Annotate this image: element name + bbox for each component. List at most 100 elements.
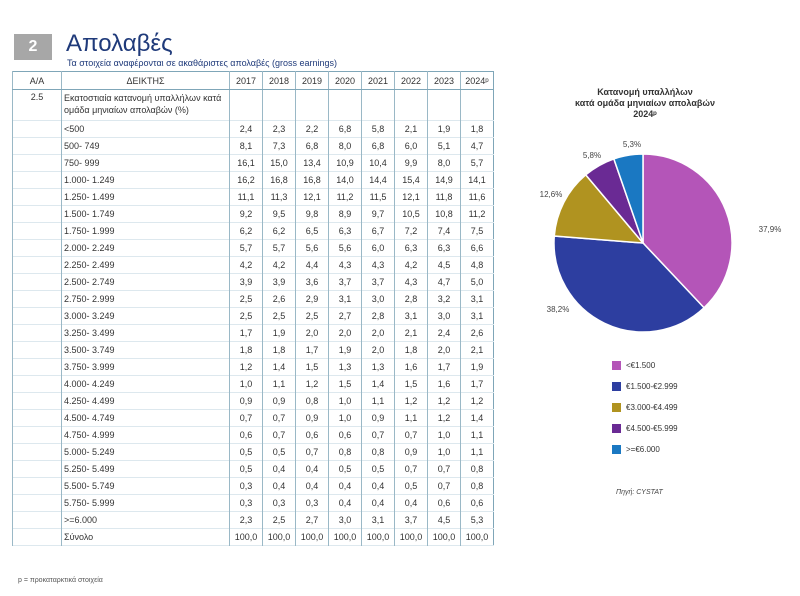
table-cell: 8,0 bbox=[328, 137, 362, 155]
table-cell: 1.000- 1.249 bbox=[61, 171, 230, 189]
table-cell bbox=[12, 171, 62, 189]
table-cell: 11,2 bbox=[328, 188, 362, 206]
table-cell: 2,0 bbox=[361, 324, 395, 342]
legend-label: €3.000-€4.499 bbox=[626, 403, 678, 412]
table-cell: 1,7 bbox=[229, 324, 263, 342]
table-cell: 2,9 bbox=[295, 290, 329, 308]
table-cell: 10,9 bbox=[328, 154, 362, 172]
table-cell: 3,2 bbox=[427, 290, 461, 308]
table-cell: 9,5 bbox=[262, 205, 296, 223]
table-row: 2.250- 2.499 4,2 4,2 4,4 4,3 4,3 4,2 4,5 4,8 bbox=[12, 256, 494, 274]
table-cell: 1,2 bbox=[460, 392, 494, 410]
table-cell: 100,0 bbox=[460, 528, 494, 546]
table-cell: 2,0 bbox=[328, 324, 362, 342]
column-header: 2017 bbox=[229, 71, 263, 90]
chart-title-line: Κατανομή υπαλλήλων bbox=[597, 87, 693, 97]
table-cell bbox=[394, 89, 428, 121]
table-cell: 3,1 bbox=[394, 307, 428, 325]
table-cell bbox=[12, 341, 62, 359]
table-cell: 2,5 bbox=[262, 307, 296, 325]
table-cell: 14,4 bbox=[361, 171, 395, 189]
table-cell: 1,1 bbox=[361, 392, 395, 410]
legend-item: €4.500-€5.999 bbox=[612, 424, 678, 433]
table-cell: 0,8 bbox=[460, 477, 494, 495]
table-cell: 16,1 bbox=[229, 154, 263, 172]
table-cell bbox=[229, 89, 263, 121]
table-cell: 3,1 bbox=[460, 290, 494, 308]
table-cell: 0,3 bbox=[295, 494, 329, 512]
table-cell: 1,1 bbox=[460, 426, 494, 444]
table-cell: 1,6 bbox=[427, 375, 461, 393]
table-cell: 10,4 bbox=[361, 154, 395, 172]
table-cell: 4.750- 4.999 bbox=[61, 426, 230, 444]
table-cell: 2,5 bbox=[295, 307, 329, 325]
table-cell: 750- 999 bbox=[61, 154, 230, 172]
table-cell: 2,8 bbox=[394, 290, 428, 308]
earnings-table: Α/Α ΔΕΙΚΤΗΣ 2017 2018 2019 2020 2021 2022 2023 20… bbox=[12, 71, 494, 546]
table-row: 4.000- 4.249 1,0 1,1 1,2 1,5 1,4 1,5 1,6 1,7 bbox=[12, 375, 494, 393]
table-cell: 1,8 bbox=[394, 341, 428, 359]
table-cell: 3.000- 3.249 bbox=[61, 307, 230, 325]
table-cell: 4,2 bbox=[229, 256, 263, 274]
table-cell: 2,6 bbox=[262, 290, 296, 308]
table-cell bbox=[328, 89, 362, 121]
table-cell: 2,0 bbox=[427, 341, 461, 359]
table-cell: 6,8 bbox=[295, 137, 329, 155]
table-cell: 12,1 bbox=[394, 188, 428, 206]
table-cell: 3.750- 3.999 bbox=[61, 358, 230, 376]
slice-label: 5,3% bbox=[623, 140, 641, 149]
table-cell bbox=[12, 494, 62, 512]
table-cell: 10,5 bbox=[394, 205, 428, 223]
table-cell: 0,4 bbox=[328, 477, 362, 495]
pie-slice bbox=[553, 173, 645, 244]
table-cell: 12,1 bbox=[295, 188, 329, 206]
table-cell: 0,4 bbox=[361, 477, 395, 495]
table-cell: 0,8 bbox=[295, 392, 329, 410]
table-cell: 0,6 bbox=[328, 426, 362, 444]
table-cell: 2,5 bbox=[229, 307, 263, 325]
table-cell: 1.750- 1.999 bbox=[61, 222, 230, 240]
table-cell: 0,9 bbox=[229, 392, 263, 410]
table-cell: 0,6 bbox=[229, 426, 263, 444]
table-cell: 3,1 bbox=[361, 511, 395, 529]
table-cell: 2,7 bbox=[295, 511, 329, 529]
table-cell: 1,8 bbox=[262, 341, 296, 359]
legend-item: €1.500-€2.999 bbox=[612, 382, 678, 391]
table-cell: 2,1 bbox=[394, 120, 428, 138]
table-cell: 2,3 bbox=[229, 511, 263, 529]
table-cell: 1,0 bbox=[427, 443, 461, 461]
table-cell: 5.250- 5.499 bbox=[61, 460, 230, 478]
table-cell: 8,1 bbox=[229, 137, 263, 155]
table-cell: 8,9 bbox=[328, 205, 362, 223]
table-cell: 4.500- 4.749 bbox=[61, 409, 230, 427]
table-cell: 9,7 bbox=[361, 205, 395, 223]
table-cell: 3,0 bbox=[361, 290, 395, 308]
table-cell: 4,7 bbox=[460, 137, 494, 155]
table-cell: 1,0 bbox=[427, 426, 461, 444]
table-cell: 1,2 bbox=[295, 375, 329, 393]
table-cell: 16,2 bbox=[229, 171, 263, 189]
chart-title-line: 2024ᵖ bbox=[633, 109, 657, 119]
table-cell: 3,9 bbox=[262, 273, 296, 291]
pie-slice bbox=[553, 235, 706, 333]
table-row: 5.250- 5.499 0,5 0,4 0,4 0,5 0,5 0,7 0,7 0,8 bbox=[12, 460, 494, 478]
table-cell: 0,8 bbox=[328, 443, 362, 461]
table-cell: 3,6 bbox=[295, 273, 329, 291]
slice-label: 38,2% bbox=[547, 305, 570, 314]
table-cell: 1,6 bbox=[394, 358, 428, 376]
table-cell: 6,0 bbox=[361, 239, 395, 257]
slice-label: 12,6% bbox=[540, 190, 563, 199]
table-cell: 1,9 bbox=[262, 324, 296, 342]
table-row: 3.250- 3.499 1,7 1,9 2,0 2,0 2,0 2,1 2,4 2,6 bbox=[12, 324, 494, 342]
table-cell: 16,8 bbox=[295, 171, 329, 189]
table-cell: 6,2 bbox=[262, 222, 296, 240]
table-cell: 500- 749 bbox=[61, 137, 230, 155]
table-cell: 100,0 bbox=[295, 528, 329, 546]
table-cell: 0,5 bbox=[328, 460, 362, 478]
table-cell: 0,7 bbox=[427, 460, 461, 478]
table-cell: Σύνολο bbox=[61, 528, 230, 546]
chart-title: Κατανομή υπαλλήλων κατά ομάδα μηνιαίων α… bbox=[560, 87, 730, 120]
table-cell: 11,3 bbox=[262, 188, 296, 206]
table-row: 5.000- 5.249 0,5 0,5 0,7 0,8 0,8 0,9 1,0 1,1 bbox=[12, 443, 494, 461]
